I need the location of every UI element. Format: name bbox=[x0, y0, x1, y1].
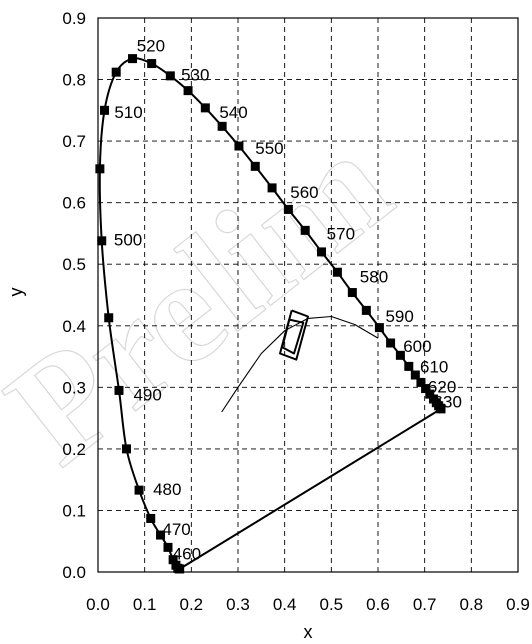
y-tick-label: 0.3 bbox=[62, 378, 86, 397]
wavelength-label: 460 bbox=[173, 545, 201, 564]
series-line bbox=[221, 315, 379, 413]
x-tick-label: 0.3 bbox=[226, 595, 250, 614]
x-tick-label: 0.8 bbox=[460, 595, 484, 614]
data-point-marker bbox=[425, 389, 435, 399]
x-tick-label: 0.7 bbox=[413, 595, 437, 614]
annotation-layer: 460 470 480 490 500 510 520 530 540 550 560 570 580 5… bbox=[114, 37, 462, 564]
data-point-marker bbox=[183, 86, 193, 96]
data-point-marker bbox=[147, 59, 157, 69]
wavelength-label: 570 bbox=[327, 224, 355, 243]
data-point-marker bbox=[317, 247, 327, 257]
y-tick-label: 0.2 bbox=[62, 440, 86, 459]
grid-layer bbox=[98, 18, 518, 572]
wavelength-label: 520 bbox=[137, 37, 165, 56]
series-line bbox=[179, 408, 442, 570]
data-point-marker bbox=[121, 444, 131, 454]
y-tick-label: 0.1 bbox=[62, 501, 86, 520]
wavelength-label: 540 bbox=[219, 103, 247, 122]
y-tick-label: 0.4 bbox=[62, 317, 86, 336]
plot-frame bbox=[97, 17, 519, 573]
data-point-marker bbox=[416, 377, 426, 387]
data-point-marker bbox=[111, 67, 121, 77]
tick-layer: 0.0 0.1 0.2 0.3 0.4 0.5 0.6 0.7 0.8 0.9 0.0 0.1 0.2 0… bbox=[62, 9, 529, 614]
data-point-marker bbox=[171, 560, 181, 570]
data-point-marker bbox=[300, 225, 310, 235]
y-tick-label: 0.6 bbox=[62, 194, 86, 213]
wavelength-label: 590 bbox=[385, 307, 413, 326]
data-point-marker bbox=[361, 305, 371, 315]
x-tick-label: 0.9 bbox=[506, 595, 530, 614]
y-tick-label: 0.5 bbox=[62, 255, 86, 274]
data-point-marker bbox=[128, 54, 138, 64]
data-point-marker bbox=[386, 338, 396, 348]
y-tick-label: 0.7 bbox=[62, 132, 86, 151]
data-point-marker bbox=[410, 370, 420, 380]
data-point-marker bbox=[165, 71, 175, 81]
wavelength-label: 480 bbox=[153, 480, 181, 499]
wavelength-label: 490 bbox=[133, 386, 161, 405]
data-point-marker bbox=[250, 161, 260, 171]
data-point-marker bbox=[200, 103, 210, 113]
wavelength-label: 620 bbox=[428, 378, 456, 397]
wavelength-label: 600 bbox=[403, 337, 431, 356]
data-point-marker bbox=[168, 555, 178, 565]
x-tick-label: 0.0 bbox=[86, 595, 110, 614]
data-point-marker bbox=[374, 323, 384, 333]
data-point-marker bbox=[217, 121, 227, 131]
series-layer bbox=[95, 54, 446, 574]
wavelength-label: 560 bbox=[290, 183, 318, 202]
wavelength-label: 510 bbox=[114, 103, 142, 122]
data-point-marker bbox=[267, 183, 277, 193]
x-tick-label: 0.1 bbox=[133, 595, 157, 614]
wavelength-label: 580 bbox=[360, 268, 388, 287]
data-point-marker bbox=[421, 384, 431, 394]
data-point-marker bbox=[104, 313, 114, 323]
data-point-marker bbox=[395, 350, 405, 360]
data-point-marker bbox=[134, 485, 144, 495]
x-tick-label: 0.6 bbox=[366, 595, 390, 614]
data-point-marker bbox=[156, 530, 166, 540]
data-point-marker bbox=[404, 361, 414, 371]
data-point-marker bbox=[234, 141, 244, 151]
wavelength-label: 530 bbox=[181, 66, 209, 85]
data-point-marker bbox=[100, 105, 110, 115]
data-point-marker bbox=[95, 164, 105, 174]
x-tick-label: 0.5 bbox=[320, 595, 344, 614]
wavelength-label: 550 bbox=[255, 139, 283, 158]
wavelength-label: 630 bbox=[434, 392, 462, 411]
y-tick-label: 0.8 bbox=[62, 71, 86, 90]
series-line bbox=[281, 318, 305, 355]
y-tick-label: 0.0 bbox=[62, 563, 86, 582]
wavelength-label: 470 bbox=[162, 520, 190, 539]
wavelength-label: 610 bbox=[420, 357, 448, 376]
data-point-marker bbox=[283, 204, 293, 214]
data-point-marker bbox=[347, 288, 357, 298]
data-point-marker bbox=[332, 267, 342, 277]
y-axis-label: y bbox=[6, 288, 26, 297]
y-tick-label: 0.9 bbox=[62, 9, 86, 28]
data-point-marker bbox=[146, 513, 156, 523]
x-axis-label: x bbox=[304, 622, 313, 642]
x-tick-label: 0.2 bbox=[180, 595, 204, 614]
data-point-marker bbox=[114, 385, 124, 395]
wavelength-label: 500 bbox=[114, 231, 142, 250]
data-point-marker bbox=[163, 542, 173, 552]
data-point-marker bbox=[97, 236, 107, 246]
data-point-marker bbox=[436, 404, 446, 414]
x-tick-label: 0.4 bbox=[273, 595, 297, 614]
